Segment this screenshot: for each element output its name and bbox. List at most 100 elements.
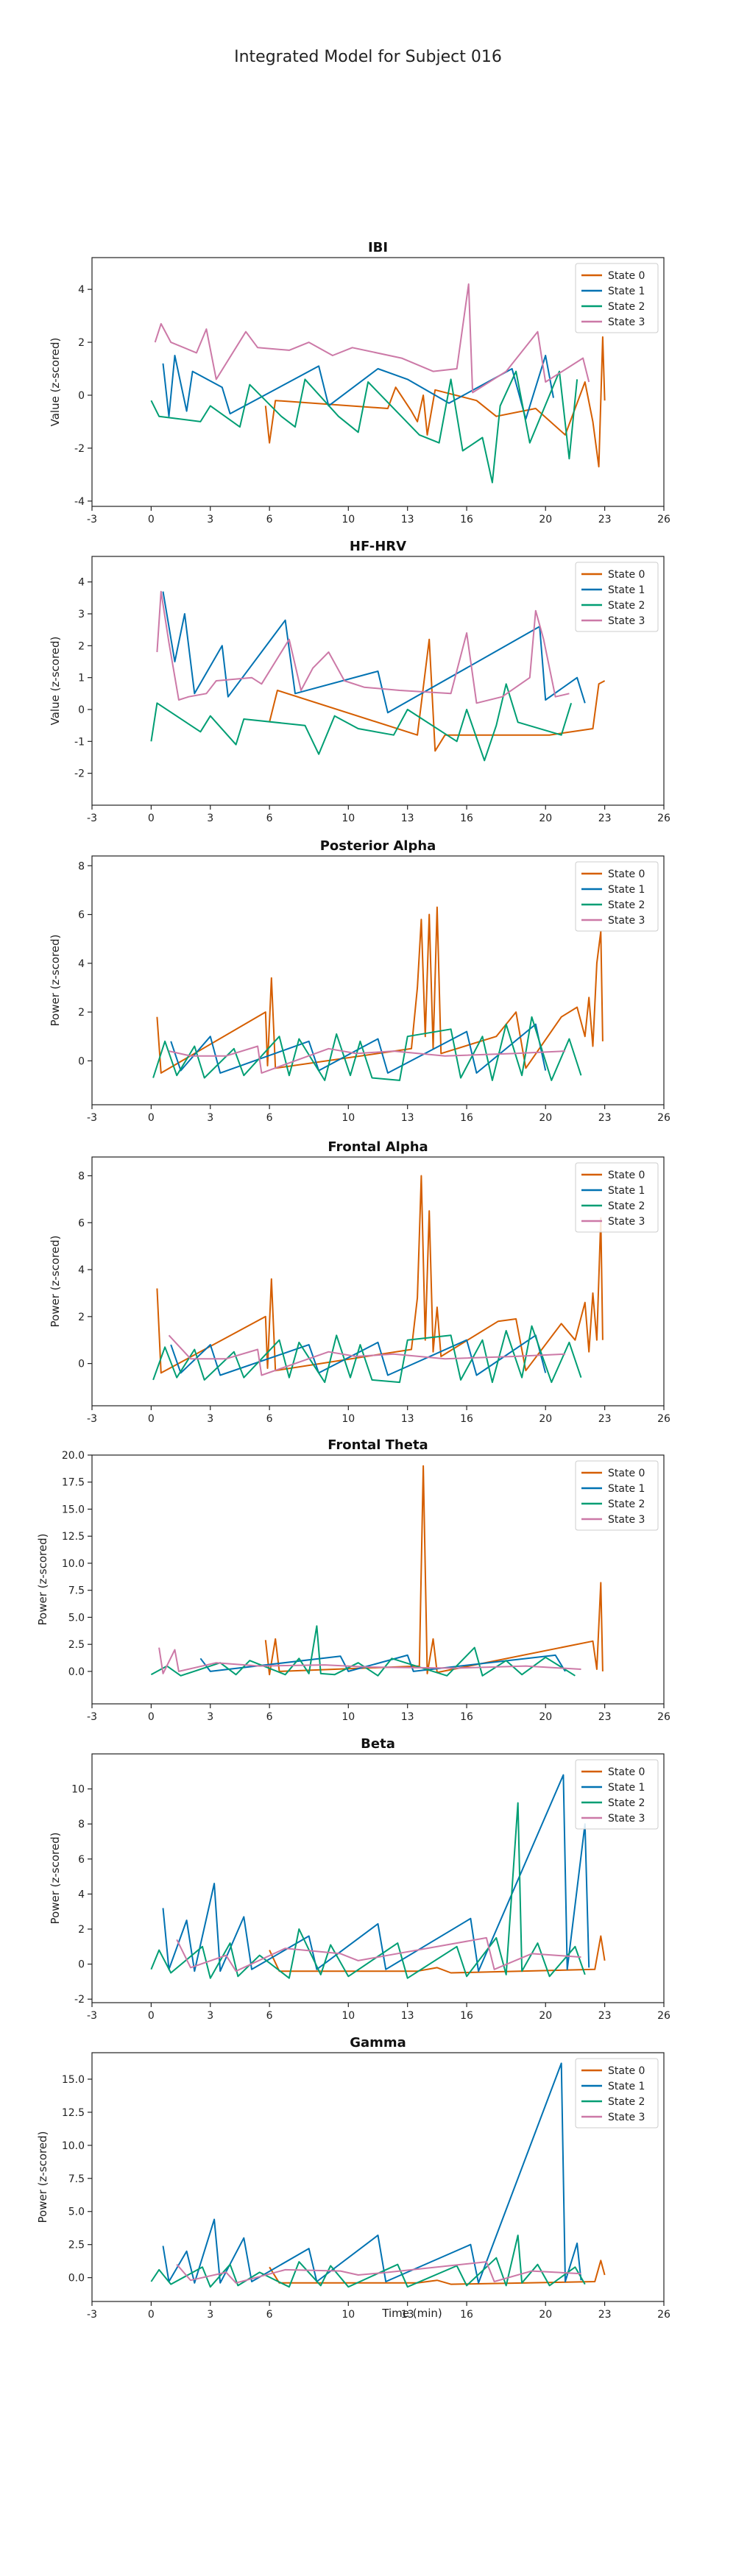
x-tick-label: 20 [539,514,552,526]
legend: State 0 State 1 State 2 State 3 [575,1460,659,1531]
panel-3: Frontal Alpha -3 0 3 6 10 13 16 20 23 26 0 2 4 6 8 Power… [49,1139,670,1425]
y-tick-label: 10 [71,1784,85,1796]
y-tick-label: 2.5 [68,2240,85,2251]
y-tick-label: -4 [74,496,85,508]
series-group [150,590,606,762]
series-group [150,1774,606,1979]
y-tick-label: 8 [78,1171,85,1183]
x-tick-label: 16 [460,813,473,824]
x-tick-label: 23 [598,1711,612,1723]
legend-label: State 0 [608,2065,645,2077]
legend: State 0 State 1 State 2 State 3 [575,562,659,632]
y-tick-label: 1 [78,673,85,684]
x-tick-label: 10 [342,2309,355,2321]
x-tick-label: 0 [148,514,155,526]
legend: State 0 State 1 State 2 State 3 [575,263,659,333]
y-tick-label: 0 [78,704,85,716]
x-tick-label: 20 [539,813,552,824]
x-tick-label: 13 [401,2010,414,2022]
legend-label: State 0 [608,1170,645,1181]
series-line-state-0 [269,638,606,752]
y-tick-label: -2 [74,443,85,455]
figure-title: Integrated Model for Subject 016 [234,48,502,66]
x-tick-label: -3 [87,1711,97,1723]
panel-title: IBI [368,240,388,255]
x-tick-label: 3 [207,813,213,824]
x-tick-label: 26 [657,2010,670,2022]
x-tick-label: 0 [148,2010,155,2022]
legend-label: State 2 [608,899,645,911]
x-tick-label: 0 [148,1413,155,1425]
y-tick-label: 10.0 [62,1558,85,1570]
x-tick-label: 10 [342,813,355,824]
y-tick-label: 0 [78,1055,85,1067]
x-tick-label: 20 [539,1413,552,1425]
series-line-state-1 [170,1334,547,1376]
legend: State 0 State 1 State 2 State 3 [575,2058,659,2129]
x-tick-label: 16 [460,2309,473,2321]
panel-0: IBI -3 0 3 6 10 13 16 20 23 26 -4 -2 0 2 4 Value (z-scor… [49,240,670,526]
x-tick-label: 10 [342,514,355,526]
x-tick-label: 23 [598,1112,612,1124]
legend-label: State 3 [608,1216,645,1228]
x-tick-label: 13 [401,1711,414,1723]
legend-box [575,1759,659,1830]
y-tick-label: 10.0 [62,2140,85,2152]
y-axis-label: Power (z-scored) [49,1236,62,1328]
axes-frame [91,855,665,1105]
x-tick-label: 0 [148,1711,155,1723]
series-line-state-1 [162,591,586,714]
y-tick-label: 0 [78,1359,85,1370]
y-tick-label: 15.0 [62,2074,85,2086]
series-group [152,1175,604,1384]
panel-title: Frontal Theta [328,1437,428,1453]
y-tick-label: 5.0 [68,2207,85,2218]
x-tick-label: 6 [266,514,273,526]
legend-label: State 1 [608,584,645,596]
y-tick-label: 2 [78,337,85,349]
legend-label: State 2 [608,1797,645,1809]
y-tick-label: 17.5 [62,1477,85,1489]
series-line-state-0 [269,1935,606,1974]
legend-label: State 1 [608,1185,645,1197]
x-tick-label: 10 [342,1413,355,1425]
y-axis-label: Power (z-scored) [36,2131,49,2223]
x-tick-label: 23 [598,1413,612,1425]
legend-box [575,1460,659,1531]
x-tick-label: 3 [207,1413,213,1425]
series-line-state-1 [162,355,554,420]
legend-label: State 0 [608,1766,645,1778]
legend: State 0 State 1 State 2 State 3 [575,1759,659,1830]
panel-5: Beta -3 0 3 6 10 13 16 20 23 26 -2 0 2 4 6 8 10 Power (z-s… [49,1736,670,2022]
x-tick-label: 23 [598,2309,612,2321]
x-tick-label: 10 [342,1112,355,1124]
series-line-state-2 [150,683,573,762]
x-tick-label: 26 [657,1413,670,1425]
x-tick-label: -3 [87,514,97,526]
y-tick-label: 15.0 [62,1504,85,1515]
x-tick-label: 26 [657,1711,670,1723]
series-line-state-3 [168,1334,566,1376]
x-tick-label: -3 [87,2010,97,2022]
series-line-state-3 [158,1647,581,1674]
x-tick-label: 26 [657,514,670,526]
x-tick-label: 13 [401,514,414,526]
y-tick-label: -2 [74,768,85,780]
y-tick-label: 4 [78,1889,85,1900]
panel-2: Posterior Alpha -3 0 3 6 10 13 16 20 23 26 0 2 4 6 8 Pow… [49,838,670,1124]
y-axis-label: Power (z-scored) [49,1833,62,1925]
series-line-state-2 [150,1802,586,1979]
y-tick-label: 8 [78,860,85,872]
y-tick-label: 20.0 [62,1450,85,1462]
series-line-state-0 [264,1465,604,1676]
legend-label: State 2 [608,600,645,612]
x-tick-label: 6 [266,1112,273,1124]
x-tick-label: 3 [207,1711,213,1723]
x-tick-label: 13 [401,1112,414,1124]
legend-label: State 2 [608,1200,645,1212]
y-tick-label: 8 [78,1819,85,1830]
x-tick-label: 6 [266,1413,273,1425]
legend-box [575,263,659,333]
y-tick-label: 0 [78,1959,85,1971]
